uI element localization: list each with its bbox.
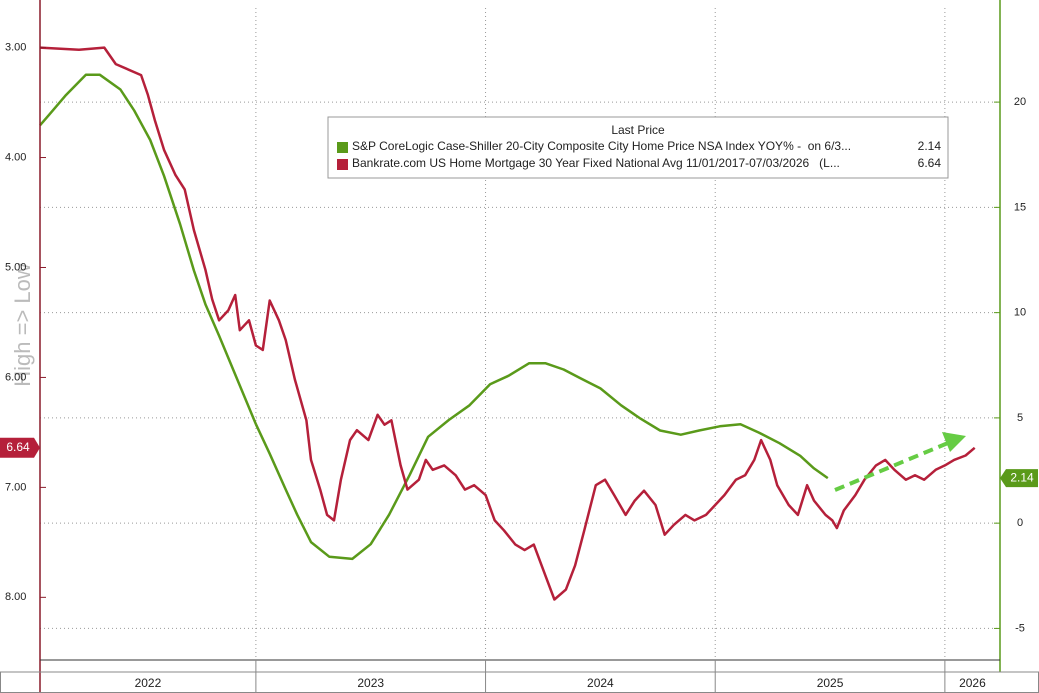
legend-box	[327, 116, 949, 179]
y2-tick-label: -5	[1015, 622, 1025, 634]
trend-arrow	[834, 432, 966, 492]
x-tick-label: 2022	[135, 676, 162, 690]
series-line	[39, 46, 976, 601]
legend-label: Bankrate.com US Home Mortgage 30 Year Fi…	[352, 156, 840, 170]
x-tick-label: 2026	[959, 676, 986, 690]
y-tick-label: 4.00	[5, 151, 26, 163]
legend: Last Price S&P CoreLogic Case-Shiller 20…	[327, 116, 949, 179]
series-line	[39, 73, 829, 561]
y2-tick-label: 5	[1017, 412, 1023, 424]
legend-value: 6.64	[918, 156, 942, 170]
y2-tick-label: 20	[1014, 96, 1026, 108]
x-tick-label: 2024	[587, 676, 614, 690]
lines	[39, 46, 976, 601]
arrow-shaft	[834, 441, 949, 492]
y-tick-label: 3.00	[5, 41, 26, 53]
y-tick-label: 5.00	[5, 261, 26, 273]
legend-swatch	[337, 142, 348, 153]
y2-tick-label: 15	[1014, 201, 1026, 213]
legend-swatch	[337, 159, 348, 170]
last-value-tag	[1000, 469, 1038, 488]
arrow-head	[942, 432, 966, 452]
y-tick-label: 8.00	[5, 591, 26, 603]
last-value-label: 2.14	[1010, 470, 1034, 484]
y2-tick-label: 10	[1014, 307, 1026, 319]
last-value-tag	[0, 437, 40, 458]
y-tick-label: 6.00	[5, 371, 26, 383]
y-tick-label: 7.00	[5, 481, 26, 493]
legend-value: 2.14	[918, 139, 942, 153]
y-axis-label: High => Low	[10, 263, 35, 387]
y2-tick-label: 0	[1017, 517, 1023, 529]
legend-label: S&P CoreLogic Case-Shiller 20-City Compo…	[352, 139, 851, 153]
x-tick-label: 2023	[357, 676, 384, 690]
last-value-label: 6.64	[6, 440, 30, 454]
legend-title: Last Price	[611, 123, 665, 137]
x-tick-label: 2025	[817, 676, 844, 690]
axes: 3.00 4.00 5.00 6.00 7.00 8.00 -5 0 5 10 15 20 2022 20…	[0, 41, 1038, 693]
